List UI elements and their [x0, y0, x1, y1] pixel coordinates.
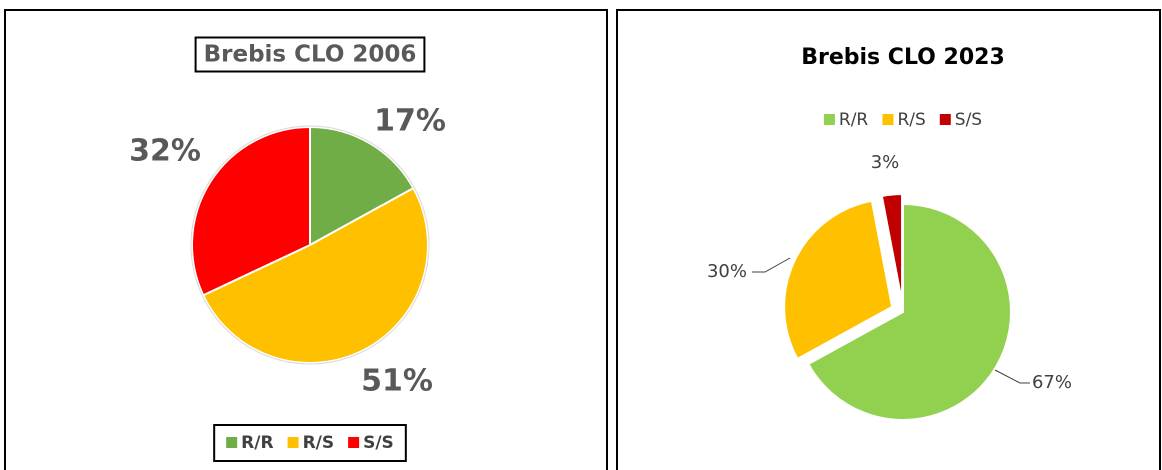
legend-swatch [348, 437, 360, 448]
legend-label: R/R [839, 110, 869, 130]
pie-slice [783, 199, 894, 361]
chart-title: Brebis CLO 2023 [801, 45, 1005, 70]
data-label: 17% [374, 104, 446, 139]
pie-slice [806, 202, 1012, 421]
legend-box [213, 424, 407, 462]
legend-swatch [226, 437, 238, 448]
legend-swatch [287, 437, 299, 448]
legend-swatch [882, 114, 894, 125]
pie-slice [880, 193, 904, 303]
legend-label: R/S [303, 433, 335, 453]
legend-swatch [939, 114, 951, 125]
chart-title: Brebis CLO 2006 [204, 42, 417, 68]
pie-slice [201, 186, 429, 364]
leader-line [994, 369, 1030, 384]
data-label: 51% [361, 364, 433, 399]
pie-slice [309, 125, 415, 247]
leader-line [752, 257, 791, 273]
legend-label: R/S [897, 110, 925, 130]
data-label: 3% [871, 152, 900, 173]
legend-swatch [823, 114, 835, 125]
legend-label: S/S [363, 433, 394, 453]
legend-label: S/S [955, 110, 982, 130]
data-label: 67% [1032, 372, 1072, 393]
pie-slice [191, 125, 311, 297]
legend-label: R/R [241, 433, 273, 453]
title-box [194, 36, 426, 73]
pie-outline [190, 125, 430, 365]
data-label: 32% [129, 134, 201, 169]
data-label: 30% [707, 261, 747, 282]
